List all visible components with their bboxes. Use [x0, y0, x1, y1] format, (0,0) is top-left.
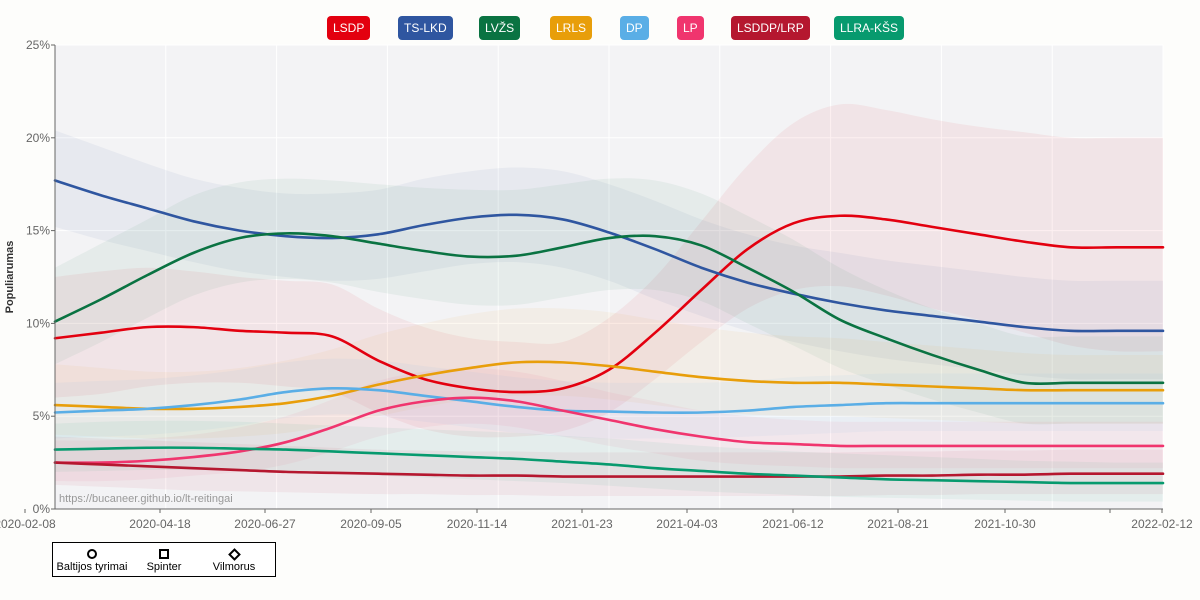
- legend-llra-kšs[interactable]: LLRA-KŠS: [834, 16, 905, 40]
- series-line-lrls[interactable]: [53, 360, 1165, 411]
- x-tick-label: 2021-04-03: [656, 517, 718, 531]
- source-text: https://bucaneer.github.io/lt-reitingai: [59, 493, 233, 505]
- series-line-lvžs[interactable]: [53, 232, 1165, 386]
- pollster-spinter[interactable]: Spinter: [124, 547, 204, 573]
- series-line-ts-lkd[interactable]: [53, 179, 1165, 333]
- series-line-lsdp[interactable]: [53, 214, 1165, 394]
- legend-lsdp[interactable]: LSDP: [327, 16, 371, 40]
- band-dp: [55, 358, 1163, 439]
- x-tick-label: 2020-04-18: [129, 517, 191, 531]
- band-lp: [55, 367, 1163, 482]
- y-tick-label: 15%: [26, 224, 50, 238]
- pollster-legend: Baltijos tyrimai Spinter Vilmorus: [52, 542, 276, 577]
- series-line-lp[interactable]: [53, 396, 1165, 465]
- pollster-vilmorus[interactable]: Vilmorus: [194, 547, 274, 573]
- x-tick-label: 2021-01-23: [551, 517, 613, 531]
- band-llra-kšs: [55, 420, 1163, 502]
- legend-ts-lkd[interactable]: TS-LKD: [398, 16, 453, 40]
- legend-lrls[interactable]: LRLS: [550, 16, 593, 40]
- x-tick-label: 2021-10-30: [974, 517, 1036, 531]
- y-axis-label: Populiarumas: [4, 241, 16, 314]
- band-lsdp: [55, 103, 1163, 438]
- series-line-lsddp/lrp[interactable]: [53, 461, 1165, 478]
- y-tick-label: 25%: [26, 38, 50, 52]
- legend-lp[interactable]: LP: [677, 16, 704, 40]
- x-tick-label: 2020-06-27: [234, 517, 296, 531]
- series-line-llra-kšs[interactable]: [53, 446, 1165, 485]
- band-lvžs: [55, 178, 1163, 425]
- pollster-label: Spinter: [146, 561, 182, 573]
- x-tick-label: 2021-08-21: [867, 517, 929, 531]
- x-tick-label: 2021-06-12: [762, 517, 824, 531]
- legend-dp[interactable]: DP: [620, 16, 649, 40]
- square-icon: [159, 549, 169, 559]
- band-ts-lkd: [55, 130, 1163, 380]
- pollster-label: Vilmorus: [212, 561, 256, 573]
- x-tick-label: 2020-11-14: [447, 517, 508, 531]
- pollster-baltijos-tyrimai[interactable]: Baltijos tyrimai: [52, 547, 132, 573]
- diamond-icon: [227, 548, 241, 561]
- x-tick-label: 2020-02-08: [0, 517, 56, 531]
- party-legend: LSDP TS-LKD LVŽS LRLS DP LP LSDDP/LRP LLRA-KŠS: [0, 16, 1200, 42]
- x-tick-label: 2020-09-05: [340, 517, 402, 531]
- series-line-dp[interactable]: [53, 387, 1165, 414]
- band-lrls: [55, 307, 1163, 439]
- legend-lsddp/lrp[interactable]: LSDDP/LRP: [731, 16, 810, 40]
- pollster-label: Baltijos tyrimai: [56, 561, 128, 573]
- y-tick-label: 10%: [26, 316, 50, 330]
- legend-lvžs[interactable]: LVŽS: [479, 16, 521, 40]
- x-tick-label: 2022-02-12: [1131, 517, 1193, 531]
- circle-icon: [87, 549, 97, 559]
- y-tick-label: 5%: [33, 409, 51, 423]
- y-tick-label: 20%: [26, 131, 50, 145]
- y-tick-label: 0%: [33, 502, 51, 516]
